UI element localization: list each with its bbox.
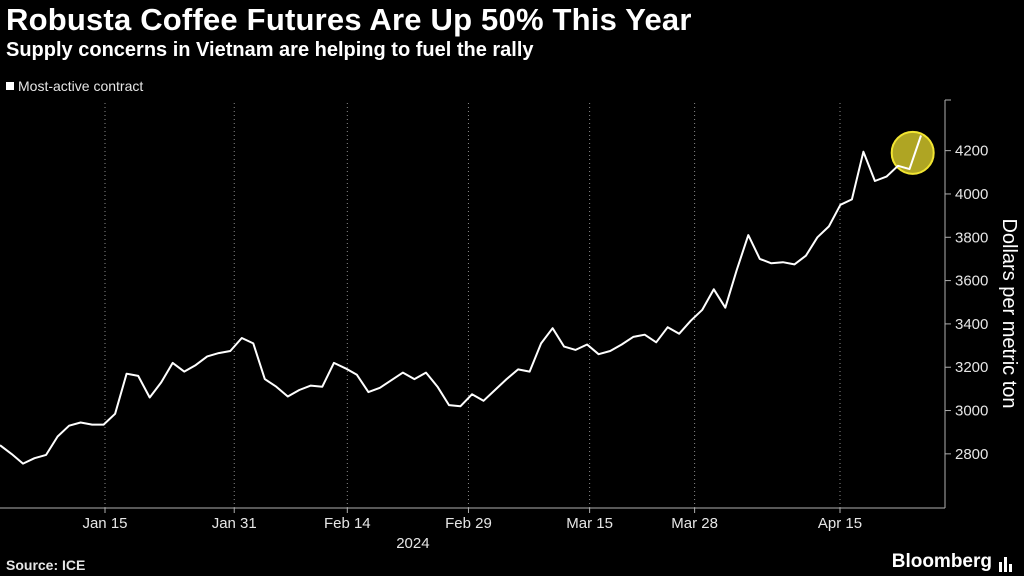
y-axis-title: Dollars per metric ton	[998, 218, 1020, 408]
x-tick-label: Feb 29	[445, 515, 492, 532]
chart-title: Robusta Coffee Futures Are Up 50% This Y…	[6, 2, 692, 37]
y-tick-label: 2800	[955, 446, 988, 463]
x-tick-label: Jan 31	[212, 515, 257, 532]
y-tick-label: 3600	[955, 273, 988, 290]
y-tick-label: 3200	[955, 359, 988, 376]
y-tick-label: 4200	[955, 143, 988, 160]
y-tick-label: 3000	[955, 403, 988, 420]
chart-subtitle: Supply concerns in Vietnam are helping t…	[6, 39, 534, 61]
x-year-label: 2024	[396, 535, 429, 552]
source-note: Source: ICE	[6, 557, 86, 573]
y-tick-label: 4000	[955, 186, 988, 203]
legend: Most-active contract	[6, 78, 143, 94]
brand-logo: Bloomberg	[891, 551, 992, 572]
y-tick-label: 3800	[955, 229, 988, 246]
legend-swatch	[6, 82, 14, 90]
highlight-circle	[890, 130, 935, 175]
y-tick-label: 3400	[955, 316, 988, 333]
series-line-most-active	[0, 135, 922, 465]
x-tick-label: Mar 15	[566, 515, 613, 532]
x-tick-label: Jan 15	[82, 515, 127, 532]
x-tick-label: Feb 14	[324, 515, 371, 532]
bloomberg-bars-icon	[999, 557, 1012, 572]
x-tick-label: Mar 28	[671, 515, 718, 532]
legend-label: Most-active contract	[18, 78, 144, 94]
x-tick-label: Apr 15	[818, 515, 862, 532]
